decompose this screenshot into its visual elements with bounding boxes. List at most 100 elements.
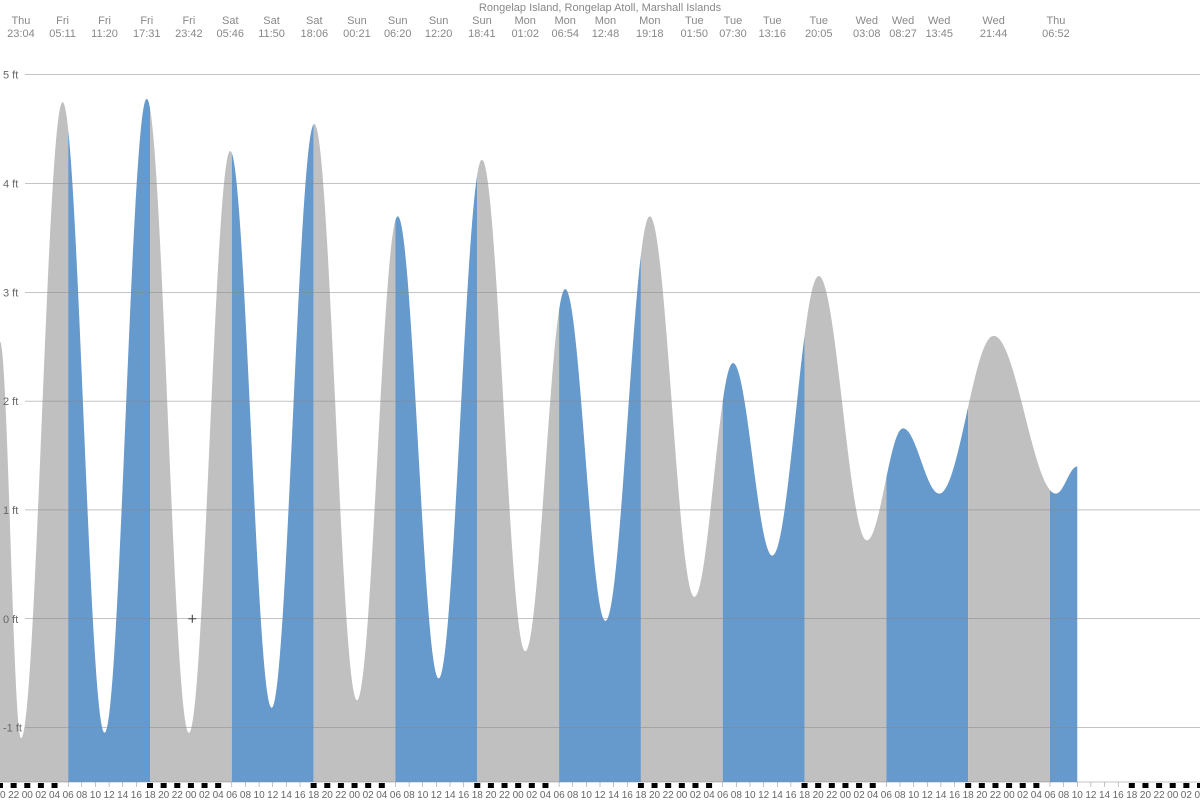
top-label-time: 21:44 — [980, 28, 1008, 40]
top-label-time: 00:21 — [343, 28, 371, 40]
top-label-time: 08:27 — [889, 28, 917, 40]
tide-band-night — [968, 336, 1050, 782]
x-tick-label: 12 — [104, 790, 116, 800]
top-label-day: Thu — [11, 15, 30, 27]
top-label-time: 18:06 — [301, 28, 329, 40]
x-tick-label: 18 — [963, 790, 975, 800]
night-tick — [1156, 783, 1162, 788]
x-tick-label: 14 — [772, 790, 784, 800]
tide-band-day — [886, 407, 968, 782]
x-tick-label: 20 — [813, 790, 825, 800]
x-tick-label: 04 — [376, 790, 388, 800]
night-tick — [802, 783, 808, 788]
top-label-day: Tue — [809, 15, 828, 27]
x-tick-label: 00 — [676, 790, 688, 800]
x-tick-label: 18 — [635, 790, 647, 800]
x-tick-label: 22 — [990, 790, 1002, 800]
tide-band-night — [0, 102, 68, 782]
x-tick-label: 00 — [513, 790, 525, 800]
y-tick-label: 2 ft — [3, 396, 18, 408]
night-tick — [352, 783, 358, 788]
x-tick-label: 16 — [622, 790, 634, 800]
top-label-time: 12:20 — [425, 28, 453, 40]
top-label-day: Thu — [1046, 15, 1065, 27]
top-label-day: Tue — [763, 15, 782, 27]
top-label-time: 13:16 — [759, 28, 787, 40]
x-tick-label: 20 — [976, 790, 988, 800]
night-tick — [815, 783, 821, 788]
tide-band-day — [723, 336, 805, 782]
top-label-time: 06:52 — [1042, 28, 1070, 40]
night-tick — [515, 783, 521, 788]
top-label-day: Sun — [429, 15, 449, 27]
tide-band-day — [232, 124, 314, 782]
tide-band-night — [805, 276, 887, 782]
top-label-time: 07:30 — [719, 28, 747, 40]
x-tick-label: 18 — [1126, 790, 1138, 800]
x-tick-label: 06 — [226, 790, 238, 800]
night-tick — [856, 783, 862, 788]
top-label-day: Mon — [595, 15, 616, 27]
top-label-day: Wed — [892, 15, 914, 27]
x-tick-label: 06 — [1044, 790, 1056, 800]
y-tick-label: 4 ft — [3, 178, 18, 190]
x-tick-label: 12 — [431, 790, 443, 800]
night-tick — [488, 783, 494, 788]
night-tick — [1033, 783, 1039, 788]
x-tick-label: 18 — [308, 790, 320, 800]
top-label-time: 20:05 — [805, 28, 833, 40]
night-tick — [161, 783, 167, 788]
top-label-day: Mon — [639, 15, 660, 27]
night-tick — [1006, 783, 1012, 788]
x-tick-label: 16 — [785, 790, 797, 800]
x-tick-label: 00 — [1167, 790, 1179, 800]
x-tick-label: 08 — [731, 790, 743, 800]
top-label-day: Tue — [724, 15, 743, 27]
x-tick-label: 02 — [35, 790, 47, 800]
x-tick-label: 04 — [1031, 790, 1043, 800]
top-label-day: Wed — [856, 15, 878, 27]
x-tick-label: 20 — [485, 790, 497, 800]
night-tick — [706, 783, 712, 788]
night-tick — [24, 783, 30, 788]
x-tick-label: 06 — [390, 790, 402, 800]
y-tick-label: -1 ft — [3, 723, 22, 735]
x-tick-label: 06 — [717, 790, 729, 800]
x-tick-label: 08 — [404, 790, 416, 800]
top-label-day: Sun — [347, 15, 367, 27]
x-tick-label: 00 — [1004, 790, 1016, 800]
x-tick-label: 14 — [1099, 790, 1111, 800]
x-tick-label: 16 — [949, 790, 961, 800]
x-tick-label: 22 — [826, 790, 838, 800]
top-label-day: Sun — [472, 15, 492, 27]
x-tick-label: 14 — [281, 790, 293, 800]
x-tick-label: 12 — [267, 790, 279, 800]
x-tick-label: 16 — [294, 790, 306, 800]
night-tick — [52, 783, 58, 788]
x-tick-label: 02 — [363, 790, 375, 800]
night-tick — [992, 783, 998, 788]
top-label-day: Mon — [555, 15, 576, 27]
chart-svg: -1 ft0 ft1 ft2 ft3 ft4 ft5 ftRongelap Is… — [0, 0, 1200, 800]
top-label-time: 18:41 — [468, 28, 496, 40]
top-label-time: 01:50 — [681, 28, 709, 40]
x-tick-label: 10 — [1072, 790, 1084, 800]
tide-band-day — [68, 99, 150, 782]
night-tick — [679, 783, 685, 788]
top-label-time: 06:20 — [384, 28, 412, 40]
night-tick — [665, 783, 671, 788]
x-tick-label: 16 — [458, 790, 470, 800]
top-label-day: Fri — [56, 15, 69, 27]
x-tick-label: 04 — [704, 790, 716, 800]
x-tick-label: 20 — [158, 790, 170, 800]
x-tick-label: 14 — [608, 790, 620, 800]
top-label-time: 05:11 — [49, 28, 76, 40]
top-label-time: 11:20 — [91, 28, 118, 40]
tide-band-day — [1050, 466, 1077, 782]
top-label-time: 13:45 — [925, 28, 953, 40]
night-tick — [338, 783, 344, 788]
x-tick-label: 08 — [240, 790, 252, 800]
x-tick-label: 10 — [90, 790, 102, 800]
top-label-day: Wed — [928, 15, 950, 27]
tide-band-night — [641, 216, 723, 782]
